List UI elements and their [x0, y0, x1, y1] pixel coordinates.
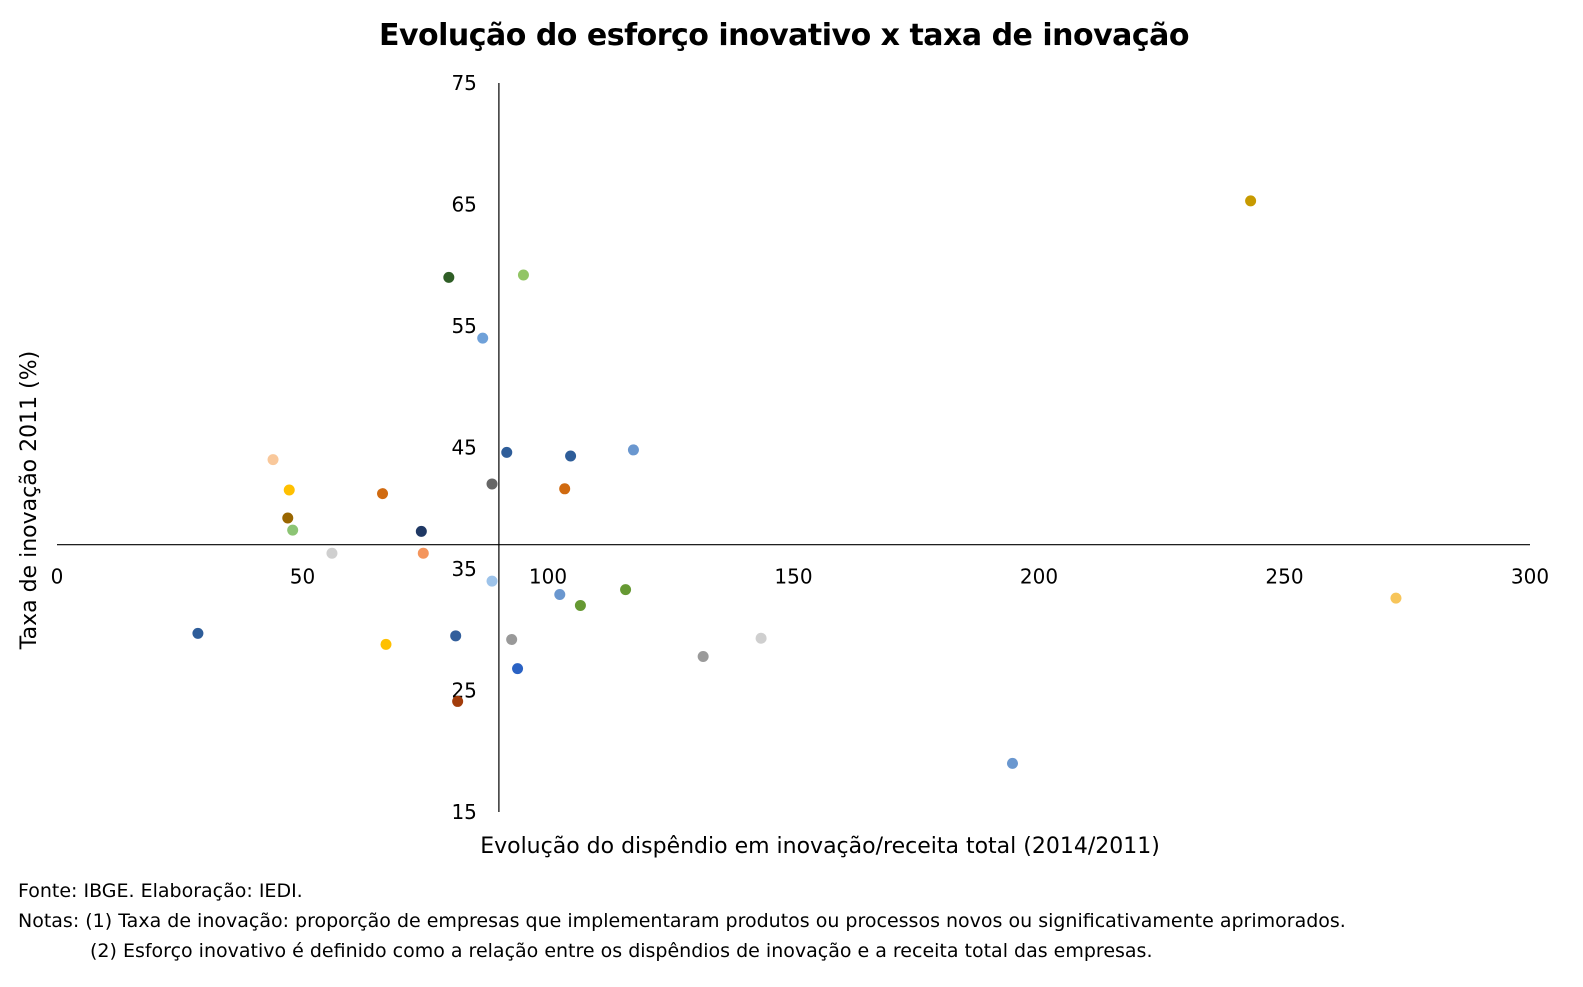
- data-point: [267, 454, 279, 466]
- data-point: [574, 599, 586, 611]
- x-tick-label: 200: [1020, 565, 1058, 589]
- axes: [57, 83, 1530, 812]
- data-point: [450, 630, 462, 642]
- data-point: [506, 633, 518, 645]
- x-tick-label: 250: [1265, 565, 1303, 589]
- x-tick-label: 50: [290, 565, 315, 589]
- y-tick-label: 45: [451, 436, 476, 460]
- x-axis-title: Evolução do dispêndio em inovação/receit…: [480, 834, 1160, 859]
- data-point: [559, 483, 571, 495]
- x-tick-label: 300: [1511, 565, 1549, 589]
- y-axis-title: Taxa de inovação 2011 (%): [17, 351, 42, 650]
- data-point: [517, 269, 529, 281]
- data-point: [326, 547, 338, 559]
- x-tick-labels: 0 50 100 150 200 250 300: [51, 565, 1549, 589]
- chart-title: Evolução do esforço inovativo x taxa de …: [378, 18, 1190, 53]
- source-note: Fonte: IBGE. Elaboração: IEDI.: [18, 880, 303, 902]
- data-point: [417, 547, 429, 559]
- y-tick-label: 65: [451, 193, 476, 217]
- data-point: [1390, 592, 1402, 604]
- data-point: [486, 478, 498, 490]
- y-tick-label: 15: [451, 800, 476, 824]
- data-point: [1245, 195, 1257, 207]
- note-1: Notas: (1) Taxa de inovação: proporção d…: [18, 910, 1346, 932]
- data-point: [501, 446, 513, 458]
- data-point: [443, 271, 455, 283]
- x-tick-label: 100: [529, 565, 567, 589]
- data-point: [287, 524, 299, 536]
- data-point: [512, 663, 524, 675]
- data-points: [192, 195, 1402, 769]
- x-tick-label: 0: [51, 565, 64, 589]
- data-point: [554, 589, 566, 601]
- data-point: [565, 450, 577, 462]
- data-point: [627, 444, 639, 456]
- data-point: [755, 632, 767, 644]
- data-point: [192, 627, 204, 639]
- data-point: [486, 575, 498, 587]
- data-point: [283, 484, 295, 496]
- data-point: [452, 695, 464, 707]
- data-point: [380, 638, 392, 650]
- note-2: (2) Esforço inovativo é definido como a …: [90, 940, 1153, 962]
- data-point: [1006, 757, 1018, 769]
- data-point: [697, 650, 709, 662]
- y-tick-label: 75: [451, 71, 476, 95]
- data-point: [415, 525, 427, 537]
- data-point: [620, 584, 632, 596]
- y-tick-label: 35: [451, 557, 476, 581]
- data-point: [377, 488, 389, 500]
- y-tick-label: 55: [451, 314, 476, 338]
- x-tick-label: 150: [774, 565, 812, 589]
- data-point: [477, 332, 489, 344]
- data-point: [282, 512, 294, 524]
